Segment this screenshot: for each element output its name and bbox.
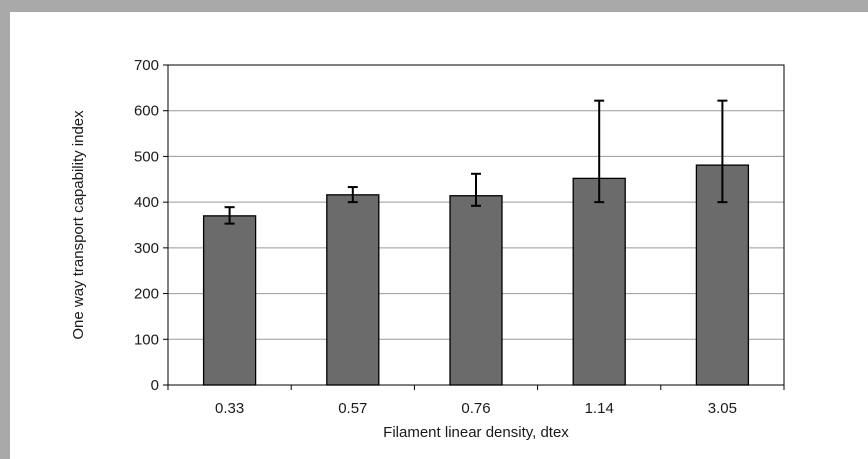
y-tick-label: 500 [134,148,159,165]
x-tick-label: 0.57 [338,400,367,417]
error-bars [224,99,728,225]
x-tick-label: 3.05 [708,400,737,417]
y-tick-label: 100 [134,331,159,348]
y-tick-labels: 0 100 200 300 400 500 600 700 [134,57,159,394]
x-tick-label: 1.14 [585,400,614,417]
bar-0.33 [202,215,257,386]
x-tick-label: 0.76 [461,400,490,417]
y-tick-label: 0 [151,377,159,394]
plot-area-border [167,64,785,386]
y-tick-label: 400 [134,194,159,211]
y-tick-label: 600 [134,103,159,120]
y-axis-title: One way transport capability index [70,110,87,340]
bar-0.57 [326,194,380,386]
y-tick-label: 200 [134,286,159,303]
x-tick-labels: 0.33 0.57 0.76 1.14 3.05 [215,400,737,417]
bar-1.14 [572,177,626,386]
x-tick-label: 0.33 [215,400,244,417]
x-axis-title: Filament linear density, dtex [383,424,569,441]
bar-0.76 [449,195,503,386]
y-tick-label: 300 [134,240,159,257]
y-tick-label: 700 [134,57,159,74]
